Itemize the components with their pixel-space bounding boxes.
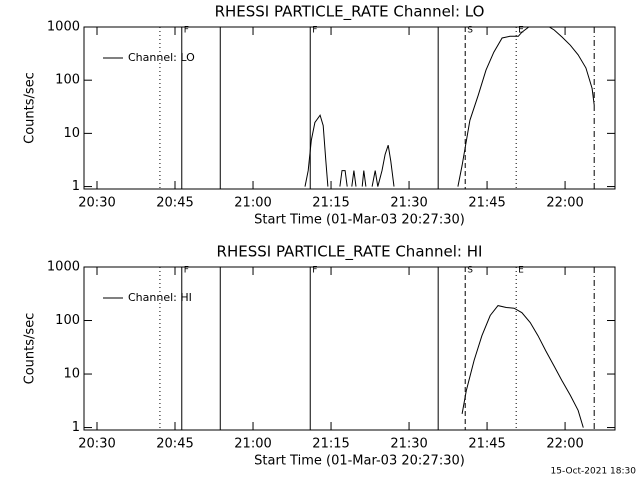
x-tick-label: 22:00 bbox=[546, 196, 583, 211]
flag-label: S bbox=[467, 26, 473, 36]
y-tick-label: 1000 bbox=[47, 260, 80, 275]
y-tick-label: 10 bbox=[63, 367, 80, 382]
data-line bbox=[461, 305, 584, 428]
x-tick-label: 21:15 bbox=[312, 437, 349, 452]
x-tick-label: 21:00 bbox=[234, 196, 271, 211]
flag-label: F bbox=[184, 26, 189, 36]
x-tick-label: 20:45 bbox=[156, 437, 193, 452]
x-tick-label: 21:30 bbox=[390, 437, 427, 452]
y-axis-label: Counts/sec bbox=[23, 72, 38, 144]
y-tick-label: 1 bbox=[72, 179, 80, 194]
chart-title: RHESSI PARTICLE_RATE Channel: HI bbox=[217, 243, 483, 262]
y-tick-label: 1 bbox=[72, 420, 80, 435]
flag-label: E bbox=[518, 26, 524, 36]
y-axis-label: Counts/sec bbox=[23, 313, 38, 385]
x-tick-label: 21:45 bbox=[468, 437, 505, 452]
x-tick-label: 22:00 bbox=[546, 437, 583, 452]
y-tick-label: 100 bbox=[55, 313, 80, 328]
legend-label: Channel: LO bbox=[128, 51, 195, 64]
data-line bbox=[304, 27, 595, 187]
x-axis-label: Start Time (01-Mar-03 20:27:30) bbox=[254, 213, 465, 228]
flag-label: F bbox=[184, 266, 189, 276]
x-tick-label: 21:45 bbox=[468, 196, 505, 211]
y-tick-label: 10 bbox=[63, 126, 80, 141]
x-tick-label: 21:00 bbox=[234, 437, 271, 452]
x-tick-label: 20:30 bbox=[78, 196, 115, 211]
flag-label: E bbox=[518, 266, 524, 276]
y-tick-label: 100 bbox=[55, 73, 80, 88]
x-tick-label: 21:30 bbox=[390, 196, 427, 211]
flag-label: F bbox=[312, 26, 317, 36]
plot-frame bbox=[83, 26, 616, 190]
legend-label: Channel: HI bbox=[128, 291, 192, 304]
x-tick-label: 21:15 bbox=[312, 196, 349, 211]
x-tick-label: 20:45 bbox=[156, 196, 193, 211]
x-tick-label: 20:30 bbox=[78, 437, 115, 452]
chart-title: RHESSI PARTICLE_RATE Channel: LO bbox=[215, 3, 485, 22]
flag-label: S bbox=[467, 266, 473, 276]
footer: 15-Oct-2021 18:30 bbox=[551, 467, 637, 477]
x-axis-label: Start Time (01-Mar-03 20:27:30) bbox=[254, 454, 465, 469]
y-tick-label: 1000 bbox=[47, 20, 80, 35]
plot-frame bbox=[83, 266, 616, 431]
flag-label: F bbox=[312, 266, 317, 276]
